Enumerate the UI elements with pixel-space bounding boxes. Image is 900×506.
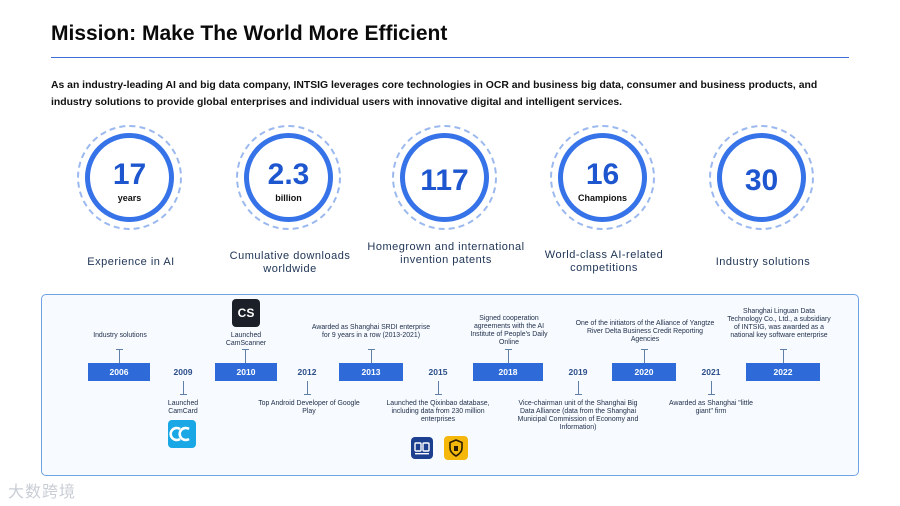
stat-card-competitions: 16 Champions World-class AI-related comp… xyxy=(524,125,684,285)
timeline-year-2013: 2013 xyxy=(339,363,403,381)
stat-ring: 16 Champions xyxy=(550,125,655,230)
stat-ring: 2.3 billion xyxy=(236,125,341,230)
timeline-connector xyxy=(438,381,439,395)
stat-value: 117 xyxy=(420,164,469,197)
timeline-connector-cap xyxy=(435,394,442,395)
timeline-year-2009: 2009 xyxy=(173,367,193,377)
timeline-connector-cap xyxy=(368,349,375,350)
stat-value: 2.3 xyxy=(267,158,310,191)
stat-label: Industry solutions xyxy=(715,256,811,268)
timeline-connector xyxy=(783,349,784,363)
timeline-connector-cap xyxy=(708,394,715,395)
timeline-event-2022: Shanghai Linguan Data Technology Co., Lt… xyxy=(727,308,831,339)
timeline-connector xyxy=(183,381,184,395)
timeline-event-2010: Launched CamScanner xyxy=(225,332,267,347)
timeline-event-2019: Vice-chairman unit of the Shanghai Big D… xyxy=(517,400,639,431)
timeline-year-2010: 2010 xyxy=(215,363,277,381)
timeline-connector xyxy=(307,381,308,395)
shield-icon xyxy=(444,436,468,460)
timeline-year-2015: 2015 xyxy=(428,367,448,377)
timeline-connector-cap xyxy=(116,349,123,350)
timeline-connector xyxy=(371,349,372,363)
timeline-connector xyxy=(119,349,120,363)
stat-circle: 117 xyxy=(400,133,489,222)
timeline-connector xyxy=(508,349,509,363)
stat-unit: years xyxy=(117,193,142,203)
timeline-event-2018: Signed cooperation agreements with the A… xyxy=(470,315,548,346)
timeline-year-2018: 2018 xyxy=(473,363,543,381)
timeline-connector-cap xyxy=(180,394,187,395)
timeline-event-2013: Awarded as Shanghai SRDI enterprise for … xyxy=(311,324,431,339)
timeline-year-2019: 2019 xyxy=(568,367,588,377)
stat-ring: 30 xyxy=(709,125,814,230)
stat-circle: 16 Champions xyxy=(558,133,647,222)
stat-circle: 2.3 billion xyxy=(244,133,333,222)
timeline-year-2021: 2021 xyxy=(701,367,721,377)
stat-value: 16 xyxy=(585,158,620,191)
camcard-icon xyxy=(168,420,196,448)
stat-label: Homegrown and international invention pa… xyxy=(367,241,525,266)
stat-ring: 17 years xyxy=(77,125,182,230)
timeline-connector xyxy=(578,381,579,395)
watermark: 大数跨境 xyxy=(8,484,77,501)
stat-card-patents: 117 Homegrown and international inventio… xyxy=(366,125,526,285)
stat-label: Cumulative downloads worldwide xyxy=(229,250,351,275)
stat-circle: 17 years xyxy=(85,133,174,222)
timeline-connector xyxy=(711,381,712,395)
stat-card-ai-experience: 17 years Experience in AI xyxy=(51,125,211,285)
timeline-year-2006: 2006 xyxy=(88,363,150,381)
stat-card-downloads: 2.3 billion Cumulative downloads worldwi… xyxy=(210,125,370,285)
timeline-event-2006: Industry solutions xyxy=(93,332,147,339)
timeline-connector xyxy=(644,349,645,363)
timeline-connector-cap xyxy=(780,349,787,350)
timeline-event-2009: Launched CamCard xyxy=(167,400,199,415)
timeline-year-2022: 2022 xyxy=(746,363,820,381)
stat-value: 17 xyxy=(112,158,147,191)
stat-ring: 117 xyxy=(392,125,497,230)
stat-circle: 30 xyxy=(717,133,806,222)
timeline-connector-cap xyxy=(505,349,512,350)
timeline-event-2015: Launched the Qixinbao database, includin… xyxy=(386,400,490,423)
camscanner-icon: CS xyxy=(232,299,260,327)
title-rule xyxy=(51,57,849,58)
timeline-connector-cap xyxy=(641,349,648,350)
timeline-connector-cap xyxy=(242,349,249,350)
intro-text: As an industry-leading AI and big data c… xyxy=(51,80,818,108)
stat-unit: Champions xyxy=(577,193,627,203)
timeline-event-2020: One of the initiators of the Alliance of… xyxy=(575,320,715,343)
stat-card-solutions: 30 Industry solutions xyxy=(683,125,843,285)
stat-label: Experience in AI xyxy=(87,256,175,268)
stat-unit: billion xyxy=(275,193,302,203)
stat-label: World-class AI-related competitions xyxy=(544,249,664,274)
timeline-event-2021: Awarded as Shanghai "little giant" firm xyxy=(669,400,753,415)
timeline-event-2012: Top Android Developer of Google Play xyxy=(258,400,360,415)
page-title: Mission: Make The World More Efficient xyxy=(51,22,448,45)
stat-value: 30 xyxy=(744,164,779,197)
timeline-connector-cap xyxy=(304,394,311,395)
timeline-year-2020: 2020 xyxy=(612,363,676,381)
timeline-connector xyxy=(245,349,246,363)
timeline-year-2012: 2012 xyxy=(297,367,317,377)
timeline-connector-cap xyxy=(575,394,582,395)
qixinbao-icon xyxy=(411,437,433,459)
